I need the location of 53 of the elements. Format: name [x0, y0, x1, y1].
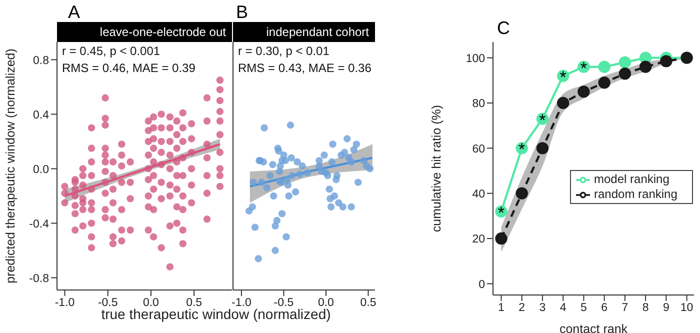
y-tick-label: -0.8: [29, 272, 49, 285]
legend-label: random ranking: [594, 186, 678, 201]
chart-title: B: [236, 2, 248, 23]
y-tick-label: 20: [472, 234, 485, 246]
y-tick-label: 0.0: [33, 164, 49, 176]
x-tick-label: 3: [539, 302, 546, 314]
y-axis-title: predicted therapeutic window (normalized): [3, 48, 18, 284]
annotation: *: [518, 140, 526, 160]
annotation: RMS = 0.46, MAE = 0.39: [62, 60, 196, 77]
x-tick-label: 10: [680, 302, 694, 314]
point: [578, 86, 590, 98]
point: [556, 96, 570, 110]
point: [598, 60, 610, 73]
y-tick-label: 100: [466, 52, 485, 65]
x-tick-label: 5: [580, 302, 587, 314]
x-axis-title: contact rank: [559, 322, 628, 333]
point: [495, 232, 508, 245]
point: [536, 142, 549, 154]
y-tick-label: 40: [472, 188, 485, 200]
x-tick-label: 4: [560, 302, 567, 314]
y-tick-label: 0: [478, 278, 485, 291]
y-tick-label: 80: [472, 98, 485, 110]
point: [618, 56, 632, 68]
chart-title: A: [68, 2, 80, 23]
y-axis-title: cumulative hit ratio (%): [429, 104, 444, 232]
x-tick-label: 8: [642, 302, 649, 314]
y-tick-label: 0.4: [33, 109, 50, 122]
x-tick-label: 6: [601, 302, 608, 314]
x-tick-label: 1: [498, 302, 504, 314]
point: [598, 76, 610, 89]
chart-subtitle: leave-one-electrode out: [57, 22, 232, 42]
legend-label: model ranking: [594, 172, 670, 186]
annotation: *: [539, 110, 546, 130]
x-tick-label: 0.5: [360, 297, 376, 310]
y-tick-label: -0.4: [29, 218, 50, 230]
annotation: r = 0.45, p < 0.001: [62, 43, 162, 60]
point: [660, 55, 672, 68]
annotation: *: [580, 58, 588, 78]
y-tick-label: 0.8: [33, 54, 49, 67]
annotation: *: [498, 203, 505, 222]
annotation: r = 0.30, p < 0.01: [238, 43, 330, 60]
annotation: RMS = 0.43, MAE = 0.36: [238, 60, 372, 77]
point: [516, 187, 528, 200]
chart-title: C: [497, 18, 510, 39]
chart-subtitle: independant cohort: [233, 22, 375, 42]
x-tick-label: 9: [662, 302, 670, 314]
point: [618, 68, 632, 80]
x-tick-label: 2: [518, 302, 526, 314]
x-tick-label: 7: [622, 302, 628, 314]
y-tick-label: 60: [472, 143, 485, 156]
x-tick-label: -1.0: [54, 297, 75, 310]
point: [639, 60, 652, 73]
annotation: *: [560, 68, 567, 87]
